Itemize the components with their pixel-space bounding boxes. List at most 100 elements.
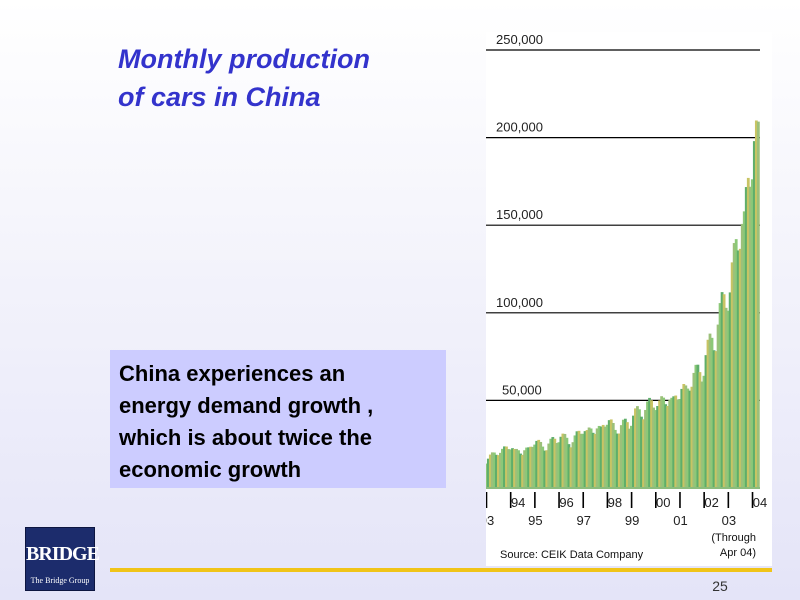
x-tick-label: 96 — [559, 495, 573, 510]
data-bar — [595, 428, 599, 488]
data-bar — [712, 350, 716, 488]
data-bar — [507, 449, 510, 488]
data-bar — [746, 177, 750, 489]
data-bar — [486, 458, 490, 488]
production-chart: 250,000 200,000 150,000 100,000 50,000 93 95 97… — [486, 32, 767, 561]
x-tick-label: 94 — [511, 495, 525, 510]
data-bar — [553, 438, 557, 488]
data-bar — [662, 397, 666, 488]
data-bar — [734, 239, 738, 488]
data-bar — [575, 431, 579, 488]
data-bar — [549, 438, 553, 488]
data-bar — [654, 410, 657, 488]
x-tick-label: 93 — [486, 513, 494, 528]
data-bar — [531, 446, 535, 488]
data-bar — [702, 375, 706, 488]
data-bar — [674, 395, 678, 488]
data-bar — [563, 433, 567, 488]
logo-wordmark: BRIDGE — [26, 543, 100, 565]
data-bar — [638, 409, 641, 488]
data-bar — [748, 186, 752, 489]
page-number: 25 — [712, 578, 728, 594]
data-bar — [714, 351, 718, 488]
data-bar — [682, 384, 686, 488]
data-bar — [515, 448, 518, 488]
data-bar — [565, 437, 569, 488]
data-bar — [587, 427, 591, 488]
data-bar — [579, 433, 583, 488]
data-bar — [644, 409, 647, 488]
logo-subtitle: The Bridge Group — [30, 576, 90, 585]
data-bar — [706, 339, 710, 488]
data-bar — [658, 400, 662, 488]
data-bar — [656, 405, 660, 488]
data-bar — [521, 454, 524, 488]
data-bar — [632, 415, 635, 488]
data-bar — [672, 396, 676, 488]
data-bar — [533, 444, 537, 488]
data-bar — [503, 446, 506, 488]
data-bar — [740, 223, 744, 488]
data-bar — [603, 426, 607, 488]
data-bar — [607, 420, 611, 488]
data-bar — [642, 419, 645, 488]
data-bar — [615, 433, 619, 488]
data-bar — [535, 440, 539, 488]
data-bar — [726, 310, 730, 488]
x-tick-label: 02 — [704, 495, 718, 510]
source-label: Source: CEIK Data Company — [500, 549, 644, 561]
data-bar — [692, 372, 696, 488]
data-bar — [678, 399, 682, 488]
data-bar — [573, 435, 577, 488]
x-tick-label: 00 — [656, 495, 670, 510]
x-tick-label: 99 — [625, 513, 639, 528]
data-bar — [525, 447, 529, 488]
data-bar — [486, 463, 488, 488]
data-bar — [627, 428, 631, 488]
data-bar — [585, 430, 589, 488]
data-bar — [625, 422, 629, 488]
data-bar — [744, 187, 748, 488]
data-bar — [505, 446, 508, 488]
data-bar — [720, 292, 724, 488]
data-bar — [670, 397, 674, 488]
data-bar — [611, 422, 615, 488]
data-bar — [561, 433, 565, 488]
data-bar — [513, 448, 516, 488]
data-bar — [597, 425, 601, 488]
y-tick-label: 150,000 — [496, 207, 543, 222]
data-bar — [583, 431, 587, 488]
data-bar — [555, 443, 559, 488]
data-bar — [634, 408, 637, 488]
data-bar — [541, 446, 545, 488]
data-bar — [623, 418, 627, 488]
x-tick-label: 01 — [673, 513, 687, 528]
data-bar — [492, 452, 496, 488]
data-bar — [511, 448, 514, 488]
data-bar — [756, 121, 760, 489]
data-bar — [571, 442, 575, 488]
data-bar — [519, 453, 522, 488]
data-bar — [742, 211, 746, 488]
data-bar — [599, 426, 603, 488]
data-bar — [567, 444, 571, 488]
data-bar — [752, 141, 756, 488]
data-bar — [488, 454, 492, 488]
data-bar — [517, 450, 520, 488]
data-bar — [640, 416, 643, 488]
data-bar — [537, 439, 541, 488]
data-bar — [660, 396, 664, 488]
data-bar — [680, 388, 684, 488]
data-bar — [722, 294, 726, 488]
data-bar — [724, 307, 728, 488]
data-bar — [529, 446, 533, 488]
y-tick-label: 50,000 — [502, 382, 542, 397]
data-bar — [732, 243, 736, 488]
data-bar — [636, 406, 639, 488]
data-bar — [728, 292, 732, 488]
data-bar — [545, 450, 549, 488]
x-tick-label: 03 — [722, 513, 736, 528]
annotation-label: (Through — [711, 532, 756, 544]
data-bar — [621, 419, 625, 488]
data-bar — [547, 443, 551, 488]
